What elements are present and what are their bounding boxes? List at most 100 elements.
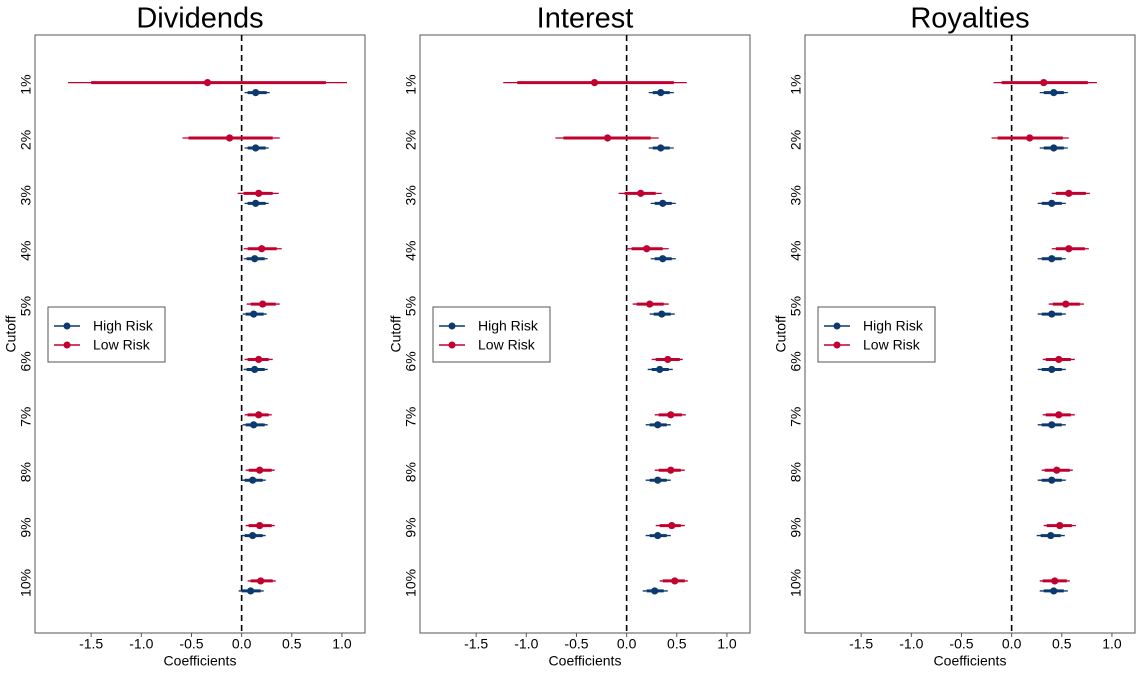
- y-tick-label: 4%: [788, 241, 804, 261]
- y-tick-label: 4%: [403, 241, 419, 261]
- point: [654, 531, 662, 540]
- y-tick-label: 10%: [18, 569, 34, 597]
- y-tick-label: 3%: [403, 185, 419, 205]
- point: [249, 531, 257, 540]
- legend-marker: [448, 322, 456, 330]
- point: [667, 466, 675, 474]
- y-axis-label: Cutoff: [773, 315, 789, 352]
- x-tick-label: -1.5: [849, 636, 873, 652]
- point: [654, 421, 662, 429]
- y-tick-label: 9%: [788, 517, 804, 537]
- plot-frame: [34, 34, 366, 634]
- point: [255, 189, 263, 197]
- legend-label: Low Risk: [93, 337, 151, 353]
- panel: Dividends Coefficients Cutoff -1.5 -1.0 -0.5 0…: [3, 3, 366, 669]
- point: [252, 144, 260, 152]
- point: [1048, 255, 1056, 263]
- point: [247, 587, 255, 595]
- y-tick-label: 8%: [403, 462, 419, 482]
- point: [1047, 531, 1055, 540]
- y-tick-label: 3%: [788, 185, 804, 205]
- x-tick-label: 0.5: [282, 636, 302, 652]
- point: [1026, 134, 1034, 142]
- y-tick-label: 2%: [403, 130, 419, 150]
- point: [1053, 466, 1061, 474]
- panel-title: Royalties: [910, 3, 1029, 35]
- x-tick-label: 0.0: [232, 636, 252, 652]
- legend-marker: [833, 341, 841, 349]
- point: [657, 89, 665, 97]
- point: [252, 199, 260, 207]
- point: [1048, 199, 1056, 207]
- y-axis-label: Cutoff: [3, 315, 19, 352]
- legend-marker: [63, 341, 71, 349]
- point: [250, 310, 258, 318]
- point: [1065, 189, 1073, 197]
- y-tick-label: 5%: [18, 296, 34, 316]
- legend: High Risk Low Risk: [432, 306, 551, 363]
- point: [668, 521, 676, 530]
- point: [1062, 300, 1070, 308]
- point: [257, 577, 265, 585]
- legend-box: [432, 306, 551, 363]
- x-tick-label: -1.0: [514, 636, 538, 652]
- y-tick-label: 3%: [18, 185, 34, 205]
- point: [664, 355, 672, 364]
- y-tick-label: 2%: [788, 130, 804, 150]
- point: [658, 310, 666, 318]
- x-tick-label: -1.0: [129, 636, 153, 652]
- x-tick-label: 0.5: [1052, 636, 1072, 652]
- point: [603, 134, 612, 142]
- y-tick-label: 8%: [18, 462, 34, 482]
- x-tick-label: 1.0: [717, 636, 737, 652]
- y-tick-label: 1%: [403, 74, 419, 94]
- legend-label: High Risk: [478, 318, 539, 334]
- panel: Royalties Coefficients Cutoff -1.5 -1.0 -0.5 0…: [773, 3, 1136, 669]
- point: [251, 255, 259, 263]
- legend-box: [817, 306, 936, 363]
- panel-title: Interest: [537, 3, 634, 35]
- plot-frame: [419, 34, 751, 634]
- legend-label: Low Risk: [478, 337, 536, 353]
- point: [258, 245, 266, 253]
- point: [671, 577, 679, 585]
- legend-box: [47, 306, 166, 363]
- y-axis-label: Cutoff: [388, 315, 404, 352]
- point: [1048, 310, 1056, 318]
- point: [1055, 411, 1063, 419]
- point: [203, 79, 212, 87]
- legend: High Risk Low Risk: [817, 306, 936, 363]
- point: [656, 365, 664, 374]
- point: [251, 365, 259, 374]
- y-tick-label: 7%: [788, 407, 804, 427]
- point: [250, 421, 258, 429]
- point: [651, 587, 659, 595]
- point: [659, 199, 667, 207]
- x-tick-label: -1.5: [79, 636, 103, 652]
- point: [255, 355, 263, 364]
- point: [590, 79, 599, 87]
- x-tick-label: -1.0: [899, 636, 923, 652]
- point: [252, 89, 260, 97]
- panel-title: Dividends: [136, 3, 263, 35]
- point: [225, 134, 234, 142]
- point: [646, 300, 654, 308]
- point: [643, 245, 651, 253]
- point: [1050, 89, 1058, 97]
- legend: High Risk Low Risk: [47, 306, 166, 363]
- point: [659, 255, 667, 263]
- point: [256, 466, 264, 474]
- point: [249, 476, 257, 484]
- x-axis-label: Coefficients: [934, 653, 1007, 669]
- point: [1056, 521, 1064, 530]
- legend-marker: [833, 322, 841, 330]
- y-tick-label: 1%: [788, 74, 804, 94]
- x-axis-label: Coefficients: [164, 653, 237, 669]
- x-tick-label: -1.5: [464, 636, 488, 652]
- panel: Interest Coefficients Cutoff -1.5 -1.0 -0.5 0.…: [388, 3, 751, 669]
- x-tick-label: 1.0: [332, 636, 352, 652]
- point: [1050, 587, 1058, 595]
- y-tick-label: 7%: [18, 407, 34, 427]
- legend-label: High Risk: [863, 318, 924, 334]
